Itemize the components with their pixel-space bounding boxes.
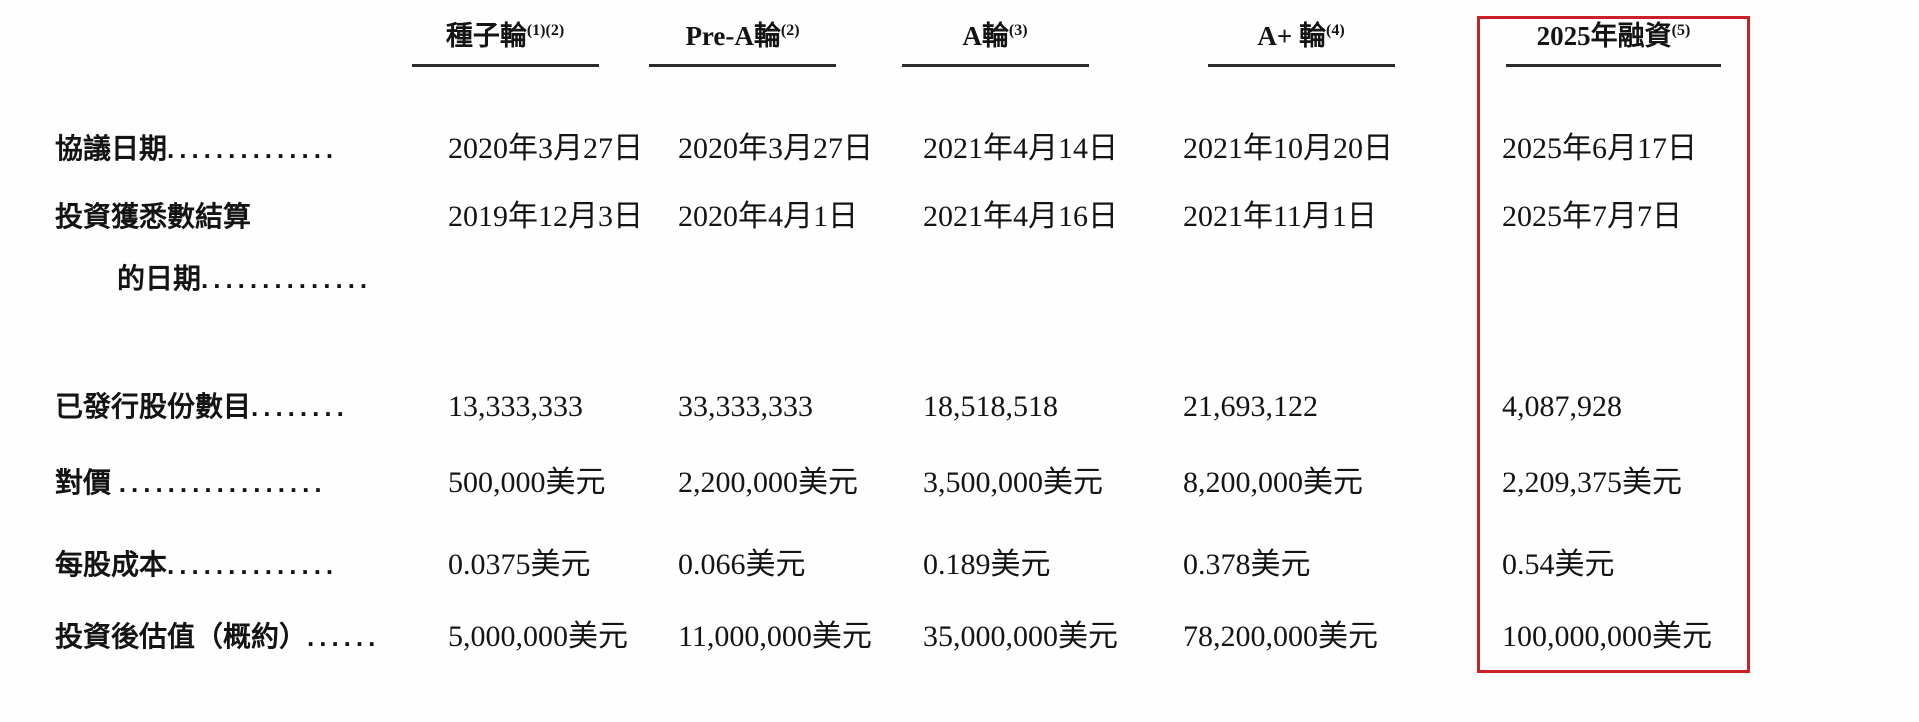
dot-leader: .............. (201, 264, 373, 294)
column-header-label: A輪 (962, 21, 1009, 51)
table-cell: 2021年11月1日 (1183, 200, 1377, 233)
row-label-continued: 的日期 (117, 263, 202, 294)
table-cell: 0.0375美元 (448, 548, 591, 581)
table-cell: 2020年3月27日 (678, 132, 873, 165)
table-cell: 33,333,333 (678, 390, 813, 423)
table-cell: 21,693,122 (1183, 390, 1318, 423)
table-cell: 5,000,000美元 (448, 620, 628, 653)
table-cell: 13,333,333 (448, 390, 583, 423)
table-cell: 2021年4月16日 (923, 200, 1118, 233)
table-cell: 35,000,000美元 (923, 620, 1118, 653)
column-header-pre-a-round: Pre-A輪(2) (620, 14, 865, 67)
table-cell: 2,209,375美元 (1502, 466, 1682, 499)
table-cell: 4,087,928 (1502, 390, 1622, 423)
funding-rounds-table: 種子輪(1)(2) Pre-A輪(2) A輪(3) A+ 輪(4) 2025年融… (55, 14, 1919, 657)
footnote-marker: (5) (1671, 22, 1691, 39)
footnote-marker: (3) (1008, 22, 1028, 39)
table-header-row: 種子輪(1)(2) Pre-A輪(2) A輪(3) A+ 輪(4) 2025年融… (55, 14, 1919, 67)
table-cell: 2025年6月17日 (1502, 132, 1697, 165)
table-cell: 2021年4月14日 (923, 132, 1118, 165)
dot-leader: .............. (167, 134, 339, 164)
row-label: 協議日期 (55, 133, 168, 164)
table-row-post-money-valuation: 投資後估值（概約）...... 5,000,000美元 11,000,000美元… (55, 617, 1919, 657)
table-cell: 0.54美元 (1502, 548, 1615, 581)
column-header-2025-financing: 2025年融資(5) (1477, 14, 1750, 67)
column-header-label: A+ 輪 (1257, 21, 1326, 51)
table-cell: 0.378美元 (1183, 548, 1311, 581)
footnote-marker: (4) (1325, 22, 1345, 39)
table-cell: 8,200,000美元 (1183, 466, 1363, 499)
row-label: 對價 (55, 467, 119, 498)
column-header-label: Pre-A輪 (685, 21, 781, 51)
column-header-a-round: A輪(3) (865, 14, 1125, 67)
column-header-label: 種子輪 (445, 21, 527, 51)
dot-leader: ...... (307, 622, 381, 652)
header-underline (901, 64, 1089, 67)
table-row-settlement-date: 投資獲悉數結算 2019年12月3日 2020年4月1日 2021年4月16日 … (55, 197, 1919, 237)
header-underline (1207, 64, 1395, 67)
footnote-marker: (2) (780, 22, 800, 39)
dot-leader: ........ (251, 392, 349, 422)
header-underline (411, 64, 599, 67)
table-cell: 2,200,000美元 (678, 466, 858, 499)
dot-leader: .............. (167, 550, 339, 580)
column-header-a-plus-round: A+ 輪(4) (1125, 14, 1477, 67)
table-cell: 500,000美元 (448, 466, 606, 499)
row-label: 每股成本 (55, 549, 168, 580)
table-cell: 100,000,000美元 (1502, 620, 1712, 653)
dot-leader: ................. (118, 468, 327, 498)
table-cell: 2020年4月1日 (678, 200, 858, 233)
table-cell: 2019年12月3日 (448, 200, 643, 233)
table-row-shares-issued: 已發行股份數目........ 13,333,333 33,333,333 18… (55, 387, 1919, 427)
column-header-label: 2025年融資 (1536, 21, 1672, 51)
table-row-cost-per-share: 每股成本.............. 0.0375美元 0.066美元 0.18… (55, 545, 1919, 585)
table-cell: 2021年10月20日 (1183, 132, 1393, 165)
table-cell: 2020年3月27日 (448, 132, 643, 165)
header-underline (649, 64, 836, 67)
table-cell: 2025年7月7日 (1502, 200, 1682, 233)
table-cell: 3,500,000美元 (923, 466, 1103, 499)
table-row-agreement-date: 協議日期.............. 2020年3月27日 2020年3月27日… (55, 129, 1919, 169)
table-row-consideration: 對價 ................. 500,000美元 2,200,000… (55, 463, 1919, 503)
footnote-marker: (1)(2) (526, 22, 565, 39)
row-label: 投資獲悉數結算 (55, 201, 252, 232)
header-underline (1506, 64, 1721, 67)
table-cell: 11,000,000美元 (678, 620, 872, 653)
table-cell: 0.189美元 (923, 548, 1051, 581)
column-header-seed-round: 種子輪(1)(2) (390, 14, 620, 67)
row-label: 已發行股份數目 (55, 391, 252, 422)
table-cell: 78,200,000美元 (1183, 620, 1378, 653)
table-cell: 18,518,518 (923, 390, 1058, 423)
row-label: 投資後估值（概約） (55, 621, 308, 652)
table-cell: 0.066美元 (678, 548, 806, 581)
table-row-settlement-date-continued: 的日期.............. (55, 259, 1919, 299)
